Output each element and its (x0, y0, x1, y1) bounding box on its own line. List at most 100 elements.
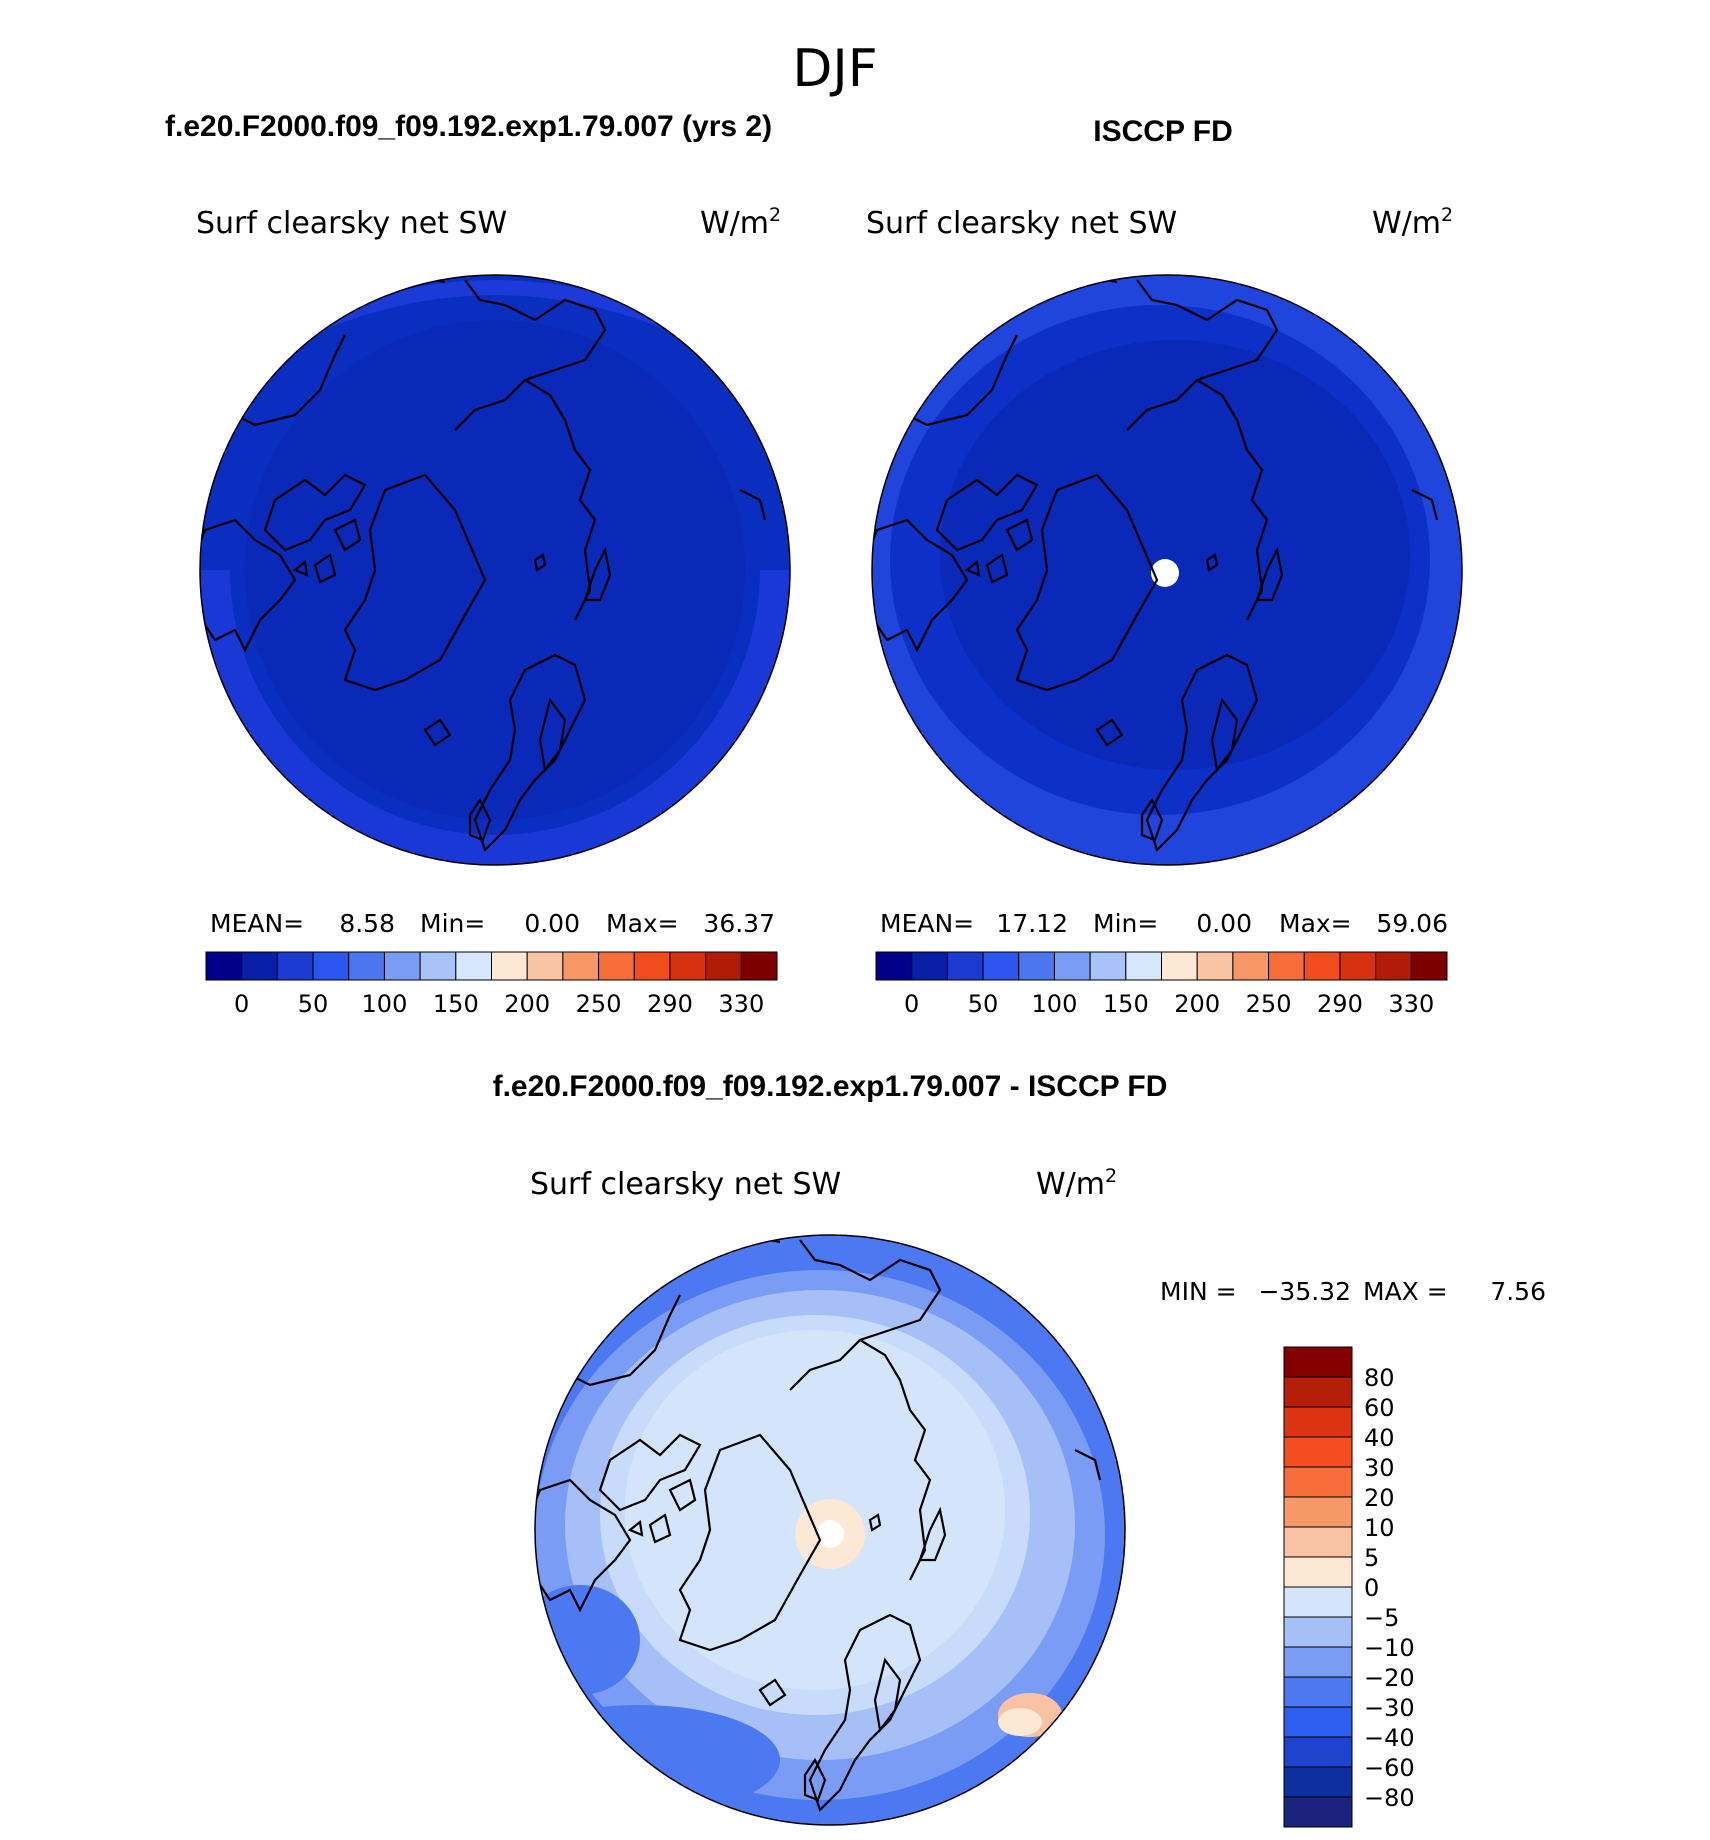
colorbar-swatch (348, 951, 385, 981)
stat-max-value: 59.06 (1376, 909, 1448, 938)
map-obs (872, 275, 1462, 865)
colorbar-tick-label: 100 (362, 990, 408, 1018)
variable-label: Surf clearsky net SW (866, 206, 1177, 241)
colorbar-swatch (982, 951, 1020, 981)
colorbar-tick-label: 30 (1364, 1454, 1395, 1482)
stat-min-label: Min= (420, 909, 485, 938)
variable-label: Surf clearsky net SW (530, 1167, 841, 1202)
colorbar-swatch (1268, 951, 1305, 981)
colorbar-swatch (312, 951, 350, 981)
colorbar-swatch (1283, 1556, 1353, 1588)
colorbar-tick-label: 150 (1103, 990, 1149, 1018)
stat-min-label: Min= (1093, 909, 1158, 938)
colorbar-tick-label: 250 (576, 990, 622, 1018)
stat-mean-label: MEAN= (210, 909, 304, 938)
panel-obs: ISCCP FD Surf clearsky net SW W/m2 MEAN=… (866, 115, 1463, 1018)
colorbar-swatch (1018, 951, 1055, 981)
colorbar-swatch (1375, 951, 1412, 981)
colorbar-swatch (1161, 951, 1198, 981)
colorbar-tick-label: −60 (1364, 1754, 1415, 1782)
colorbar-swatch (1283, 1646, 1353, 1678)
colorbar-swatch (1053, 951, 1091, 981)
colorbar-swatch (1232, 951, 1270, 981)
colorbar-tick-label: 200 (1174, 990, 1220, 1018)
colorbar-swatch (1283, 1586, 1353, 1618)
colorbar-tick-label: −30 (1364, 1694, 1415, 1722)
colorbar-swatch (1283, 1616, 1353, 1648)
stat-min-label: MIN = (1160, 1277, 1237, 1306)
colorbar-swatch (526, 951, 564, 981)
colorbar-tick-label: 290 (1317, 990, 1363, 1018)
colorbar-model (205, 951, 778, 981)
units-label: W/m2 (700, 204, 781, 241)
colorbar-tick-label: 0 (904, 990, 919, 1018)
map-diff (535, 1235, 1125, 1825)
colorbar-swatch (383, 951, 421, 981)
panel-diff: f.e20.F2000.f09_f09.192.exp1.79.007 - IS… (493, 1070, 1546, 1828)
colorbar-tick-label: 5 (1364, 1544, 1379, 1572)
colorbar-swatch (875, 951, 913, 981)
stat-min-value: 0.00 (1196, 909, 1252, 938)
stat-min-value: 0.00 (524, 909, 580, 938)
colorbar-swatch (419, 951, 457, 981)
stat-max-label: Max= (1279, 909, 1352, 938)
colorbar-swatch (1283, 1706, 1353, 1738)
colorbar-swatch (276, 951, 314, 981)
colorbar-tick-label: 330 (718, 990, 764, 1018)
colorbar-tick-label: 150 (433, 990, 479, 1018)
colorbar-swatch (633, 951, 671, 981)
colorbar-swatch (1125, 951, 1162, 981)
colorbar-swatch (1339, 951, 1377, 981)
panel-header: f.e20.F2000.f09_f09.192.exp1.79.007 (yrs… (165, 110, 772, 143)
map-model (200, 275, 790, 865)
colorbar-swatch (1283, 1406, 1353, 1438)
colorbar-swatch (1283, 1346, 1353, 1378)
colorbar-tick-label: 0 (234, 990, 249, 1018)
colorbar-swatch (1283, 1766, 1353, 1798)
units-label: W/m2 (1036, 1165, 1117, 1202)
stat-mean-value: 8.58 (339, 909, 395, 938)
colorbar-tick-label: 100 (1032, 990, 1078, 1018)
colorbar-tick-label: −40 (1364, 1724, 1415, 1752)
colorbar-tick-label: 40 (1364, 1424, 1395, 1452)
panel-header: ISCCP FD (1093, 115, 1232, 148)
units-label: W/m2 (1372, 204, 1453, 241)
colorbar-swatch (1283, 1526, 1353, 1558)
colorbar-swatch (1196, 951, 1234, 981)
colorbar-diff (1283, 1346, 1353, 1828)
colorbar-swatch (1283, 1436, 1353, 1468)
colorbar-swatch (705, 951, 742, 981)
colorbar-tick-label: −80 (1364, 1784, 1415, 1812)
colorbar-swatch (455, 951, 492, 981)
colorbar-tick-label: 0 (1364, 1574, 1379, 1602)
colorbar-swatch (1283, 1466, 1353, 1498)
colorbar-swatch (562, 951, 600, 981)
colorbar-tick-label: 10 (1364, 1514, 1395, 1542)
colorbar-swatch (946, 951, 984, 981)
stat-max-value: 36.37 (703, 909, 775, 938)
colorbar-tick-label: 50 (968, 990, 999, 1018)
colorbar-tick-label: 20 (1364, 1484, 1395, 1512)
colorbar-swatch (241, 951, 278, 981)
colorbar-tick-label: 330 (1388, 990, 1434, 1018)
colorbar-obs (875, 951, 1448, 981)
stat-min-value: −35.32 (1258, 1277, 1351, 1306)
stat-max-label: Max= (606, 909, 679, 938)
colorbar-swatch (1410, 951, 1448, 981)
colorbar-swatch (669, 951, 707, 981)
stat-mean-value: 17.12 (996, 909, 1068, 938)
stat-mean-label: MEAN= (880, 909, 974, 938)
panel-model: f.e20.F2000.f09_f09.192.exp1.79.007 (yrs… (165, 110, 791, 1018)
colorbar-tick-label: −10 (1364, 1634, 1415, 1662)
colorbar-tick-label: 60 (1364, 1394, 1395, 1422)
colorbar-tick-label: 250 (1246, 990, 1292, 1018)
colorbar-tick-label: 290 (647, 990, 693, 1018)
colorbar-swatch (598, 951, 635, 981)
colorbar-swatch (1283, 1676, 1353, 1708)
stat-max-value: 7.56 (1490, 1277, 1546, 1306)
colorbar-swatch (740, 951, 778, 981)
colorbar-swatch (1283, 1736, 1353, 1768)
variable-label: Surf clearsky net SW (196, 206, 507, 241)
colorbar-swatch (1283, 1496, 1353, 1528)
